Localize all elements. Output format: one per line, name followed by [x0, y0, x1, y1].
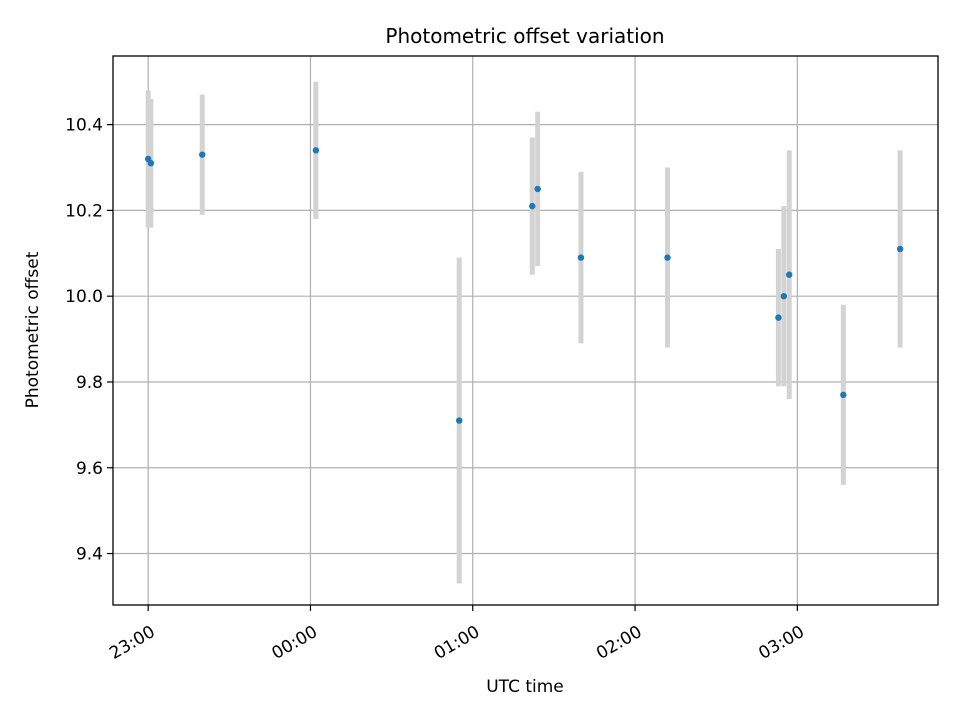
y-tick-label: 10.0	[65, 287, 103, 307]
data-point	[577, 254, 585, 261]
x-tick-label: 23:00	[106, 622, 158, 664]
y-tick-label: 10.4	[65, 116, 103, 136]
data-points	[144, 147, 904, 424]
plot-frame	[112, 55, 939, 606]
data-point	[456, 417, 463, 424]
data-point	[529, 202, 536, 210]
y-tick-label: 10.2	[65, 201, 103, 221]
y-tick-label: 9.8	[76, 373, 103, 393]
data-point	[775, 314, 782, 321]
x-axis-ticks: 23:00 00:00 01:00 02:00 03:00	[106, 605, 808, 664]
y-axis-ticks: 9.4 9.6 9.8 10.0 10.2 10.4	[65, 116, 113, 565]
y-tick-label: 9.4	[76, 545, 103, 565]
data-point	[147, 160, 155, 167]
x-axis-label: UTC time	[486, 677, 564, 697]
data-point	[840, 391, 847, 399]
x-tick-label: 03:00	[755, 622, 807, 664]
x-tick-label: 00:00	[269, 622, 321, 664]
data-point	[896, 245, 904, 253]
data-point	[664, 254, 671, 261]
x-tick-label: 01:00	[431, 622, 483, 664]
data-point	[534, 185, 541, 193]
grid	[113, 56, 938, 605]
data-point	[780, 292, 788, 300]
data-point	[312, 147, 320, 154]
data-point	[786, 271, 793, 278]
error-bars	[145, 81, 903, 584]
y-tick-label: 9.6	[76, 459, 103, 479]
chart-title: Photometric offset variation	[385, 24, 664, 48]
x-tick-label: 02:00	[593, 622, 645, 664]
y-axis-label: Photometric offset	[23, 251, 43, 408]
data-point	[199, 151, 206, 158]
